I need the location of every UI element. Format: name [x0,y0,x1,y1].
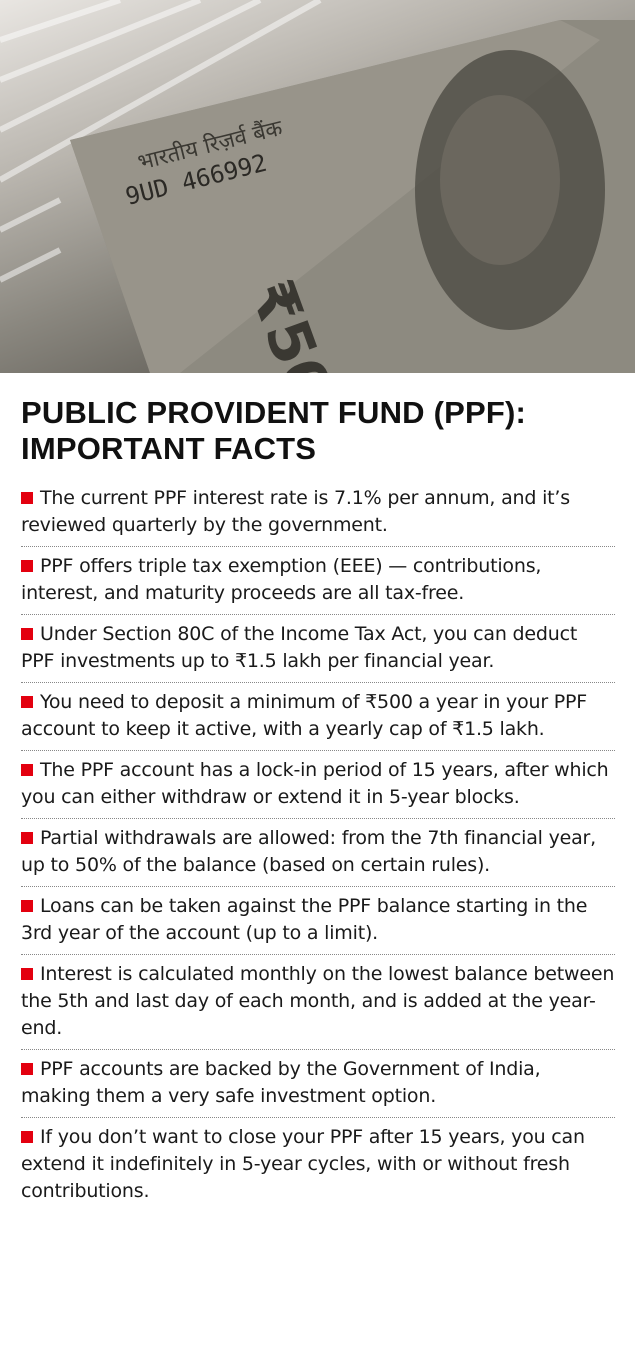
bullet-square-icon [21,968,33,980]
fact-text: Loans can be taken against the PPF balan… [21,895,588,944]
facts-panel: PUBLIC PROVIDENT FUND (PPF): IMPORTANT F… [0,373,635,1212]
fact-text: The PPF account has a lock-in period of … [21,759,609,808]
list-item: PPF accounts are backed by the Governmen… [21,1056,615,1118]
bullet-square-icon [21,1131,33,1143]
list-item: Loans can be taken against the PPF balan… [21,893,615,955]
banknote-photo: भारतीय रिज़र्व बैंक 9UD 466992 ₹500 [0,0,635,373]
bullet-square-icon [21,764,33,776]
fact-text: PPF accounts are backed by the Governmen… [21,1058,541,1107]
list-item: Under Section 80C of the Income Tax Act,… [21,621,615,683]
title-line-1: PUBLIC PROVIDENT FUND (PPF): [21,395,527,430]
bullet-square-icon [21,900,33,912]
list-item: The current PPF interest rate is 7.1% pe… [21,485,615,547]
bullet-square-icon [21,696,33,708]
list-item: If you don’t want to close your PPF afte… [21,1124,615,1212]
fact-text: Partial withdrawals are allowed: from th… [21,827,597,876]
fact-text: If you don’t want to close your PPF afte… [21,1126,585,1202]
bullet-square-icon [21,1063,33,1075]
fact-text: You need to deposit a minimum of ₹500 a … [21,691,588,740]
title-line-2: IMPORTANT FACTS [21,431,317,466]
bullet-square-icon [21,832,33,844]
banknote-illustration: भारतीय रिज़र्व बैंक 9UD 466992 ₹500 [0,0,635,373]
list-item: You need to deposit a minimum of ₹500 a … [21,689,615,751]
list-item: PPF offers triple tax exemption (EEE) — … [21,553,615,615]
fact-text: The current PPF interest rate is 7.1% pe… [21,487,570,536]
page-title: PUBLIC PROVIDENT FUND (PPF): IMPORTANT F… [21,395,615,467]
list-item: Partial withdrawals are allowed: from th… [21,825,615,887]
fact-text: PPF offers triple tax exemption (EEE) — … [21,555,542,604]
fact-text: Interest is calculated monthly on the lo… [21,963,615,1039]
bullet-square-icon [21,560,33,572]
list-item: Interest is calculated monthly on the lo… [21,961,615,1050]
bullet-square-icon [21,492,33,504]
facts-list: The current PPF interest rate is 7.1% pe… [21,485,615,1212]
bullet-square-icon [21,628,33,640]
list-item: The PPF account has a lock-in period of … [21,757,615,819]
fact-text: Under Section 80C of the Income Tax Act,… [21,623,578,672]
